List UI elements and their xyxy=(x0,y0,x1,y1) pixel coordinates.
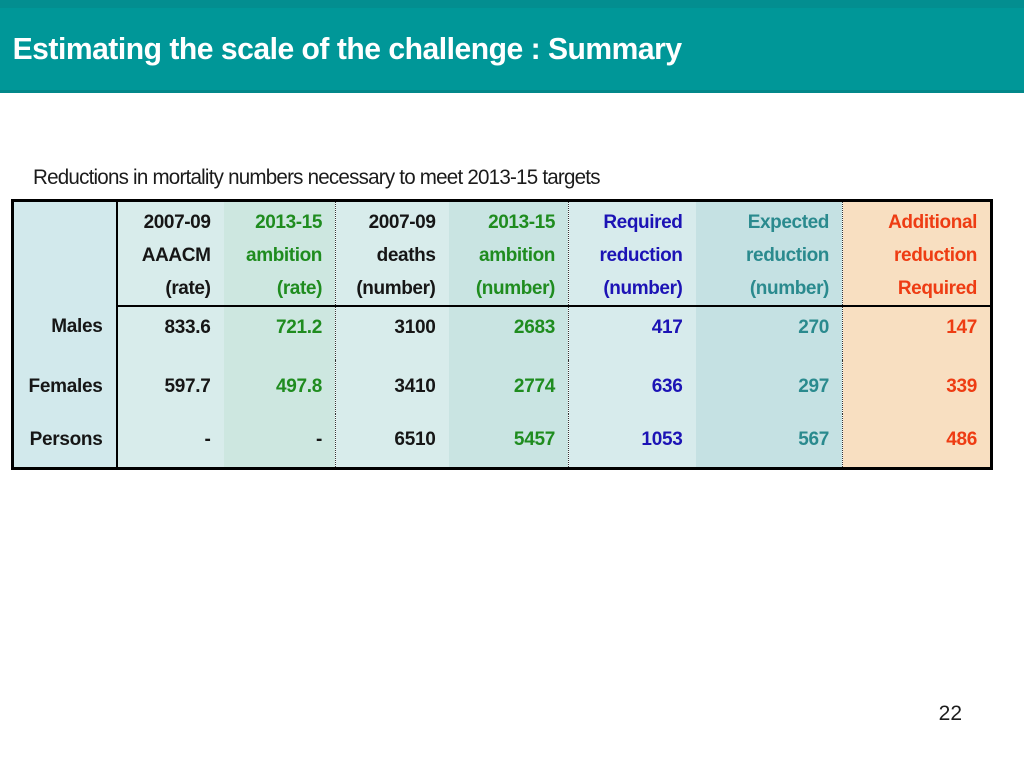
header-ambition-rate: 2013-15 ambition (rate) xyxy=(223,200,336,307)
cell-females-additional-reduction: 339 xyxy=(842,360,992,414)
cell-persons-required-reduction: 1053 xyxy=(568,414,696,468)
mortality-reduction-table: 2007-09 AAACM (rate) 2013-15 ambition (r… xyxy=(11,199,993,470)
cell-males-deaths-number: 3100 xyxy=(335,306,449,360)
slide-page-number: 22 xyxy=(938,702,962,725)
cell-persons-ambition-number: 5457 xyxy=(448,414,569,468)
header-ambition-number: 2013-15 ambition (number) xyxy=(448,200,569,307)
row-label-persons: Persons xyxy=(12,414,118,468)
row-label-males: Males xyxy=(12,306,118,360)
cell-males-required-reduction: 417 xyxy=(568,306,696,360)
cell-females-required-reduction: 636 xyxy=(568,360,696,414)
cell-males-additional-reduction: 147 xyxy=(842,306,992,360)
table-row-persons: Persons - - 6510 5457 1053 567 486 xyxy=(12,414,992,468)
header-row-label-stub xyxy=(12,200,118,306)
cell-males-expected-reduction: 270 xyxy=(695,306,843,360)
cell-persons-expected-reduction: 567 xyxy=(695,414,843,468)
header-required-reduction: Required reduction (number) xyxy=(568,200,696,307)
table-row-females: Females 597.7 497.8 3410 2774 636 297 33… xyxy=(12,360,992,414)
table-row-males: Males 833.6 721.2 3100 2683 417 270 147 xyxy=(12,306,992,360)
cell-females-expected-reduction: 297 xyxy=(695,360,843,414)
cell-males-ambition-number: 2683 xyxy=(448,306,569,360)
cell-females-ambition-number: 2774 xyxy=(448,360,569,414)
slide-title: Estimating the scale of the challenge : … xyxy=(12,31,682,66)
cell-males-aaacm-rate: 833.6 xyxy=(116,306,224,360)
cell-females-aaacm-rate: 597.7 xyxy=(116,360,224,414)
cell-persons-additional-reduction: 486 xyxy=(842,414,992,468)
header-additional-reduction: Additional reduction Required xyxy=(842,200,992,307)
slide-title-bar: Estimating the scale of the challenge : … xyxy=(0,0,1024,93)
cell-females-ambition-rate: 497.8 xyxy=(223,360,336,414)
cell-males-ambition-rate: 721.2 xyxy=(223,306,336,360)
cell-persons-aaacm-rate: - xyxy=(116,414,224,468)
header-deaths-number: 2007-09 deaths (number) xyxy=(335,200,449,307)
cell-persons-ambition-rate: - xyxy=(223,414,336,468)
cell-persons-deaths-number: 6510 xyxy=(335,414,449,468)
table-header-row: 2007-09 AAACM (rate) 2013-15 ambition (r… xyxy=(12,200,992,307)
table-caption: Reductions in mortality numbers necessar… xyxy=(33,166,601,189)
header-expected-reduction: Expected reduction (number) xyxy=(695,200,843,307)
header-aaacm-rate: 2007-09 AAACM (rate) xyxy=(116,200,224,307)
row-label-females: Females xyxy=(12,360,118,414)
cell-females-deaths-number: 3410 xyxy=(335,360,449,414)
